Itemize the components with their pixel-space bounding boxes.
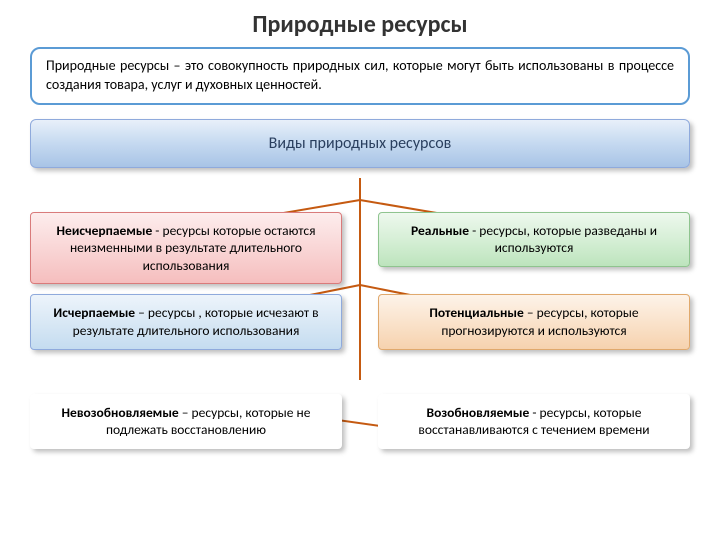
label-bold: Невозобновляемые <box>62 404 179 421</box>
box-inexhaustible: Неисчерпаемые - ресурсы которые остаются… <box>30 212 342 285</box>
label-bold: Неисчерпаемые <box>57 222 153 239</box>
page-title: Природные ресурсы <box>0 0 720 47</box>
definition-box: Природные ресурсы – это совокупность при… <box>30 47 690 105</box>
label-bold: Потенциальные <box>429 304 523 321</box>
box-potential: Потенциальные – ресурсы, которые прогноз… <box>378 294 690 349</box>
row-2: Исчерпаемые – ресурсы , которые исчезают… <box>30 294 690 349</box>
box-exhaustible: Исчерпаемые – ресурсы , которые исчезают… <box>30 294 342 349</box>
box-real: Реальные - ресурсы, которые разведаны и … <box>378 212 690 267</box>
box-renewable: Возобновляемые - ресурсы, которые восста… <box>378 394 690 449</box>
branch-space <box>30 172 690 212</box>
label-bold: Исчерпаемые <box>53 304 135 321</box>
gap-space <box>0 360 720 394</box>
row-1: Неисчерпаемые - ресурсы которые остаются… <box>30 212 690 285</box>
types-header: Виды природных ресурсов <box>30 119 690 168</box>
box-nonrenewable: Невозобновляемые – ресурсы, которые не п… <box>30 394 342 449</box>
row-3: Невозобновляемые – ресурсы, которые не п… <box>30 394 690 449</box>
label-bold: Реальные <box>411 222 469 239</box>
label-bold: Возобновляемые <box>427 404 530 421</box>
label-text: - ресурсы, которые разведаны и использую… <box>469 222 657 257</box>
